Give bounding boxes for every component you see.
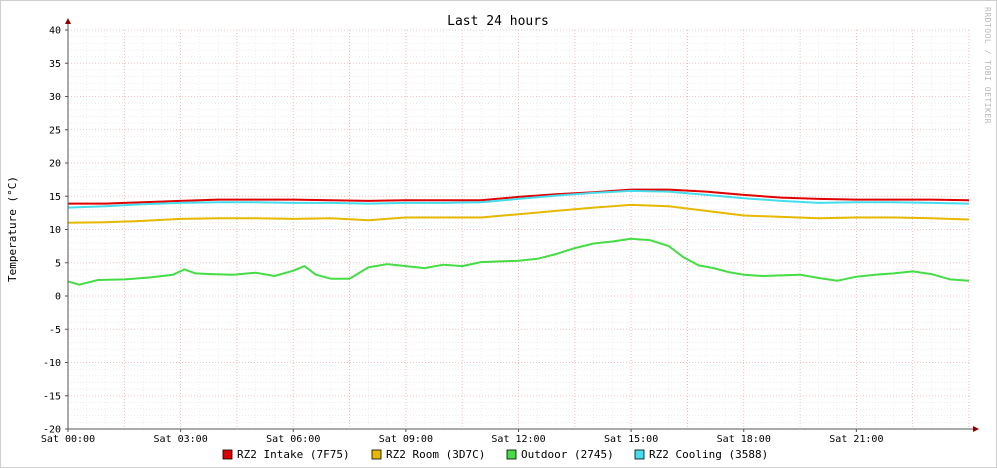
y-tick-label: 35 [49, 59, 61, 70]
legend-swatch-3 [634, 449, 645, 460]
legend-label-1: RZ2 Room (3D7C) [386, 448, 485, 461]
legend: RZ2 Intake (7F75) RZ2 Room (3D7C) Outdoor … [222, 448, 768, 461]
y-tick-label: 25 [49, 125, 61, 136]
x-tick-label: Sat 09:00 [379, 434, 433, 445]
series-line-3 [67, 189, 970, 209]
y-axis-label: Temperature (°C) [6, 176, 19, 282]
y-tick-label: 15 [49, 192, 61, 203]
series-line-0 [68, 188, 970, 205]
x-tick-label: Sat 06:00 [266, 434, 320, 445]
y-tick-label: -10 [43, 358, 61, 369]
series-line-1 [67, 203, 970, 224]
y-tick-label: 0 [55, 292, 61, 303]
y-tick-label: 40 [49, 26, 61, 37]
y-tick-label: 5 [55, 258, 61, 269]
x-tick-label: Sat 03:00 [154, 434, 208, 445]
x-tick-label: Sat 18:00 [717, 434, 771, 445]
y-tick-label: -15 [43, 391, 61, 402]
x-tick-label: Sat 15:00 [604, 434, 658, 445]
y-tick-label: -20 [43, 425, 61, 436]
y-axis-arrow [65, 18, 71, 24]
axes [65, 18, 979, 432]
x-tick-label: Sat 21:00 [829, 434, 883, 445]
chart-title: Last 24 hours [447, 14, 549, 29]
legend-swatch-1 [371, 449, 382, 460]
legend-label-3: RZ2 Cooling (3588) [649, 448, 768, 461]
legend-swatch-0 [222, 449, 233, 460]
y-tick-label: -5 [49, 325, 61, 336]
legend-swatch-2 [506, 449, 517, 460]
x-tick-label: Sat 12:00 [491, 434, 545, 445]
legend-label-2: Outdoor (2745) [521, 448, 614, 461]
x-tick-label: Sat 00:00 [41, 434, 95, 445]
grid [67, 29, 970, 430]
series-lines [67, 188, 970, 286]
series-line-2 [67, 237, 970, 286]
x-axis-arrow [973, 426, 979, 432]
y-tick-label: 20 [49, 159, 61, 170]
y-tick-label: 30 [49, 92, 61, 103]
rrdtool-watermark: RRDTOOL / TOBI OETIKER [983, 7, 992, 124]
y-tick-label: 10 [49, 225, 61, 236]
legend-label-0: RZ2 Intake (7F75) [237, 448, 350, 461]
